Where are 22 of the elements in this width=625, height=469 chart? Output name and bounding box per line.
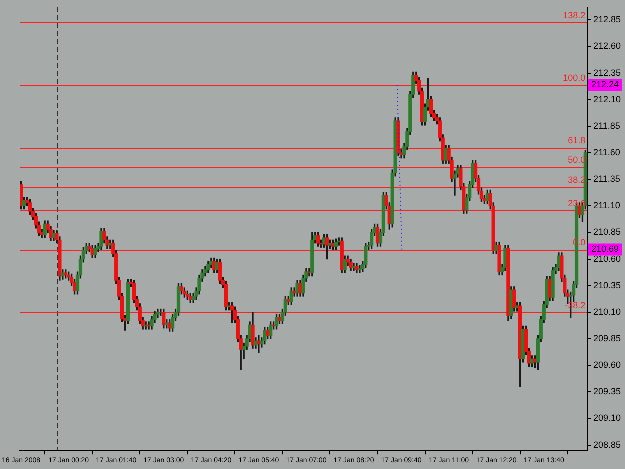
y-tick-label: 211.85: [593, 120, 620, 131]
y-tick-label: 211.10: [593, 200, 620, 211]
annotation: 138.2: [563, 10, 586, 20]
ref-line-label: 210.69: [591, 244, 620, 254]
y-tick-label: 211.60: [593, 147, 620, 158]
annotation: 61.8: [568, 136, 586, 146]
y-tick-label: 210.60: [593, 254, 622, 264]
y-tick-label: 210.35: [593, 280, 622, 290]
y-tick-label: 212.85: [593, 14, 622, 25]
y-tick-label: 210.10: [593, 306, 622, 317]
y-tick-label: 212.60: [593, 41, 622, 52]
y-tick-label: 211.35: [593, 174, 620, 184]
y-tick-label: 209.85: [593, 333, 622, 344]
ref-line-label: 212.24: [591, 79, 620, 90]
y-tick-label: 209.10: [593, 413, 622, 424]
y-tick-label: 212.10: [593, 94, 622, 104]
y-tick-label: 212.35: [593, 68, 622, 78]
annotation: 100.0: [563, 72, 586, 83]
y-tick-label: 208.85: [593, 440, 622, 450]
y-tick-label: 210.85: [593, 227, 622, 238]
y-tick-label: 209.60: [593, 360, 622, 370]
y-tick-label: 209.35: [593, 386, 622, 397]
